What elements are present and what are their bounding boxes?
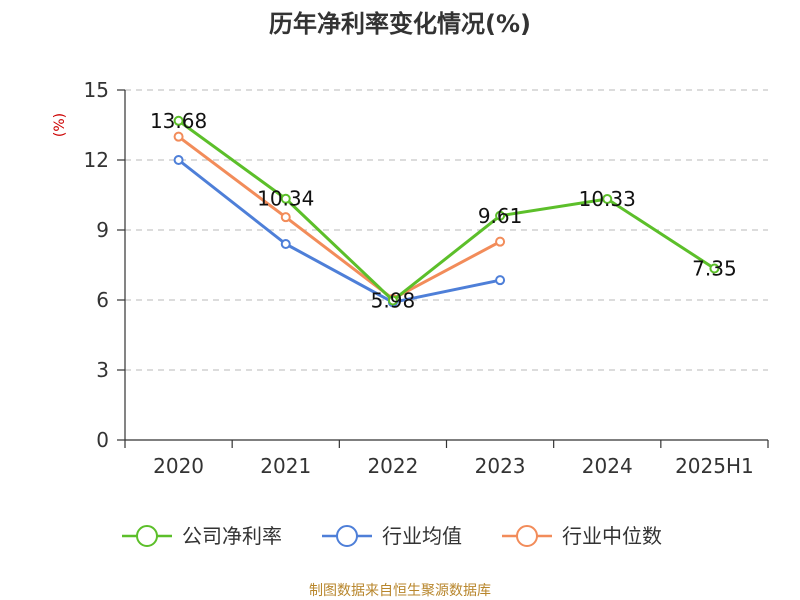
data-point [280, 212, 291, 223]
legend-marker-2 [516, 525, 538, 547]
data-label: 10.33 [579, 187, 636, 211]
legend-label: 公司净利率 [182, 524, 282, 548]
x-tick-label: 2022 [367, 454, 418, 478]
series-line-0 [177, 119, 716, 302]
legend: 公司净利率 行业均值 行业中位数 [122, 524, 662, 548]
data-label: 5.98 [371, 288, 416, 312]
data-label: 13.68 [150, 109, 207, 133]
x-tick-label: 2020 [153, 454, 204, 478]
x-tick-label: 2023 [475, 454, 526, 478]
legend-marker-0 [136, 525, 158, 547]
data-point [173, 131, 184, 142]
data-label: 7.35 [692, 257, 737, 281]
y-tick-label: 15 [84, 78, 109, 102]
data-point [280, 193, 291, 204]
source-note: 制图数据来自恒生聚源数据库 [309, 583, 491, 599]
series-lines [173, 115, 720, 308]
y-tick-label: 0 [96, 428, 109, 452]
data-labels: 13.68 10.34 5.98 9.61 10.33 7.35 [150, 109, 737, 313]
data-point [387, 295, 398, 306]
y-axis-unit-label: (%) [52, 113, 68, 137]
series-line-2 [177, 135, 501, 301]
legend-label: 行业中位数 [562, 524, 662, 548]
y-tick-label: 9 [96, 218, 109, 242]
data-point [495, 236, 506, 247]
y-tick-label: 3 [96, 358, 109, 382]
data-point [709, 263, 720, 274]
y-tick-label: 12 [84, 148, 109, 172]
data-label: 9.61 [478, 204, 523, 228]
data-point [280, 239, 291, 249]
grid-lines [125, 89, 768, 371]
series-line-1 [177, 158, 501, 304]
data-point [602, 193, 613, 204]
data-point [173, 155, 184, 165]
x-tick-label: 2021 [260, 454, 311, 478]
data-point [173, 115, 184, 126]
legend-label: 行业均值 [382, 524, 462, 548]
axes: 0 3 6 9 12 15 2020 2021 2022 2023 2024 2025H1 [84, 78, 769, 478]
y-tick-label: 6 [96, 288, 109, 312]
data-label: 10.34 [257, 187, 314, 211]
x-tick-label: 2024 [582, 454, 633, 478]
legend-marker-1 [336, 525, 358, 547]
x-tick-label: 2025H1 [675, 454, 754, 478]
data-point [495, 210, 506, 221]
chart-title: 历年净利率变化情况(%) [269, 10, 531, 38]
data-point [495, 275, 506, 286]
